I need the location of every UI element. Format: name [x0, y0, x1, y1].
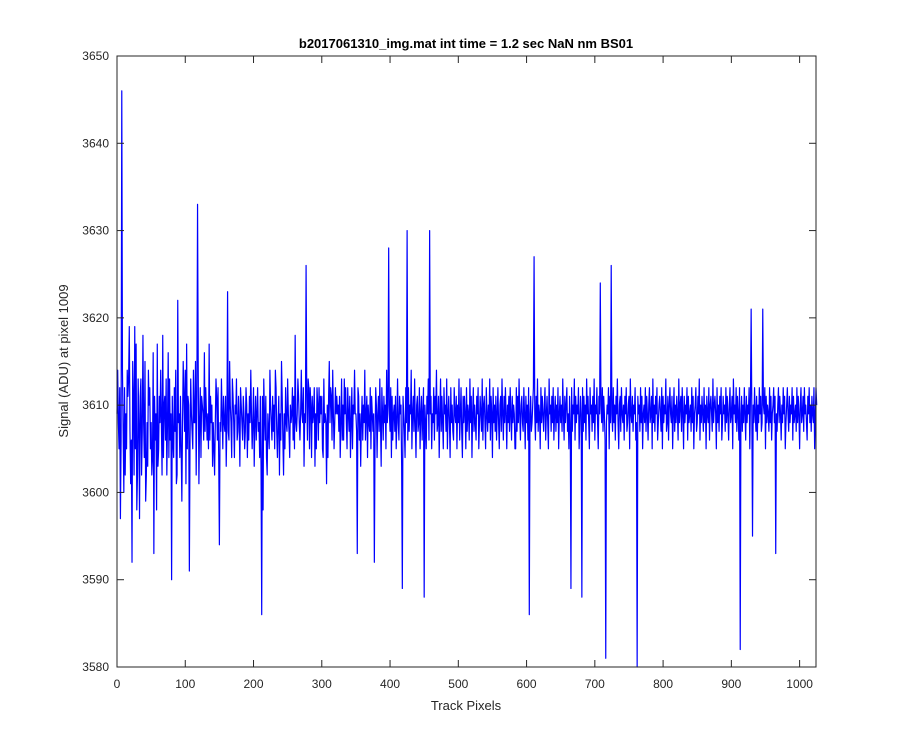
ticks-layer: 0 100 200 300 400 500 600 700 800 900 1000 3580 3590… [82, 49, 816, 691]
y-tick-label: 3590 [82, 573, 109, 587]
y-axis-label: Signal (ADU) at pixel 1009 [56, 284, 71, 437]
series-line-0 [116, 90, 818, 668]
x-tick-label: 400 [380, 677, 400, 691]
x-tick-label: 0 [114, 677, 121, 691]
x-tick-label: 200 [244, 677, 264, 691]
y-tick-label: 3630 [82, 224, 109, 238]
plot-area [117, 56, 816, 667]
y-tick-label: 3640 [82, 136, 109, 150]
x-tick-label: 1000 [786, 677, 813, 691]
x-tick-label: 100 [175, 677, 195, 691]
axes-box [116, 55, 817, 668]
x-tick-label: 500 [448, 677, 468, 691]
chart-title: b2017061310_img.mat int time = 1.2 sec N… [299, 36, 633, 51]
y-tick-label: 3620 [82, 311, 109, 325]
series-layer [116, 90, 818, 668]
y-tick-label: 3600 [82, 485, 109, 499]
x-tick-label: 800 [653, 677, 673, 691]
x-tick-label: 600 [517, 677, 537, 691]
y-tick-label: 3610 [82, 398, 109, 412]
x-tick-label: 900 [721, 677, 741, 691]
x-tick-label: 700 [585, 677, 605, 691]
y-tick-label: 3580 [82, 660, 109, 674]
y-tick-label: 3650 [82, 49, 109, 63]
x-tick-label: 300 [312, 677, 332, 691]
x-axis-label: Track Pixels [431, 698, 502, 713]
